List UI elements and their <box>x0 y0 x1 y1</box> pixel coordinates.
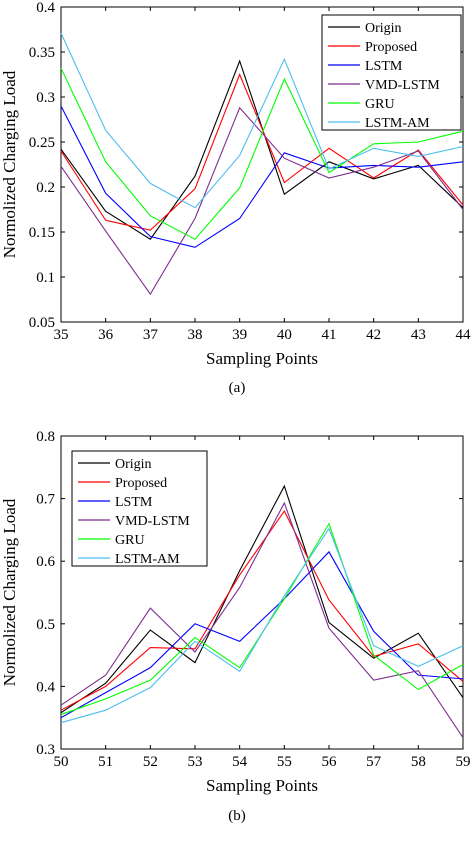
x-tick-label: 50 <box>54 754 69 770</box>
chart-a: 35 36 37 38 39 40 41 42 43 44 0.05 0.1 0.15 0.2 0.25 0.… <box>0 0 471 368</box>
x-tick-label: 41 <box>322 327 337 343</box>
x-tick-label: 58 <box>411 754 426 770</box>
y-tick-label: 0.6 <box>36 554 55 570</box>
legend-label: GRU <box>115 533 145 548</box>
legend-box <box>321 14 462 131</box>
y-tick-label: 0.15 <box>29 225 55 241</box>
y-tick-label: 0.4 <box>36 0 55 16</box>
y-tick-label: 0.1 <box>36 270 55 286</box>
series-line-origin <box>60 484 464 714</box>
series-line-gru <box>60 67 464 240</box>
series-line-vmd-lstm <box>60 501 464 739</box>
series-line-lstm-am <box>60 32 464 209</box>
x-tick-label: 40 <box>277 327 292 343</box>
legend-label: GRU <box>365 97 395 112</box>
y-axis-label: Normolized Charging Load <box>0 70 19 258</box>
x-axis-label: Sampling Points <box>206 349 318 368</box>
series-line-proposed <box>60 510 464 711</box>
x-axis-label: Sampling Points <box>206 776 318 795</box>
series-line-lstm-am <box>60 527 464 724</box>
legend-label: Origin <box>365 21 402 36</box>
x-tick-label: 53 <box>188 754 203 770</box>
x-tick-label: 54 <box>232 754 248 770</box>
legend-label: VMD-LSTM <box>365 78 440 93</box>
y-tick-label: 0.05 <box>29 315 55 331</box>
legend-box <box>71 450 208 567</box>
y-tick-label: 0.2 <box>36 180 55 196</box>
y-axis-label: Normolized Charging Load <box>0 498 19 686</box>
caption-a: (a) <box>228 380 246 396</box>
legend-label: LSTM <box>115 495 153 510</box>
y-tick-label: 0.3 <box>36 742 55 758</box>
series-line-lstm <box>60 550 464 719</box>
x-tick-label: 51 <box>98 754 113 770</box>
y-tick-label: 0.25 <box>29 135 55 151</box>
x-tick-label: 35 <box>54 327 69 343</box>
series-line-lstm <box>60 105 464 248</box>
series-line-proposed <box>60 73 464 231</box>
x-tick-label: 55 <box>277 754 292 770</box>
x-tick-label: 56 <box>322 754 338 770</box>
x-tick-label: 36 <box>98 327 114 343</box>
y-tick-label: 0.7 <box>36 492 55 508</box>
legend-label: Proposed <box>365 40 417 55</box>
x-tick-label: 42 <box>366 327 381 343</box>
x-tick-label: 39 <box>232 327 247 343</box>
x-tick-label: 44 <box>456 327 472 343</box>
legend-label: VMD-LSTM <box>115 514 190 529</box>
y-tick-label: 0.8 <box>36 429 55 445</box>
chart-b: 50 51 52 53 54 55 56 57 58 59 0.3 0.4 0.5 0.6 0.7 0.8 Sa… <box>0 429 471 795</box>
x-tick-label: 52 <box>143 754 158 770</box>
legend-label: LSTM-AM <box>365 116 430 131</box>
legend-label: Origin <box>115 457 152 472</box>
legend-label: LSTM <box>365 59 403 74</box>
y-tick-label: 0.35 <box>29 45 55 61</box>
caption-b: (b) <box>228 808 246 824</box>
y-tick-label: 0.3 <box>36 90 55 106</box>
legend-label: LSTM-AM <box>115 552 180 567</box>
y-tick-label: 0.4 <box>36 679 55 695</box>
x-tick-label: 37 <box>143 327 159 343</box>
legend-label: Proposed <box>115 476 167 491</box>
y-tick-label: 0.5 <box>36 617 55 633</box>
x-tick-label: 57 <box>366 754 382 770</box>
x-tick-label: 38 <box>188 327 203 343</box>
x-tick-label: 59 <box>456 754 471 770</box>
x-tick-label: 43 <box>411 327 426 343</box>
